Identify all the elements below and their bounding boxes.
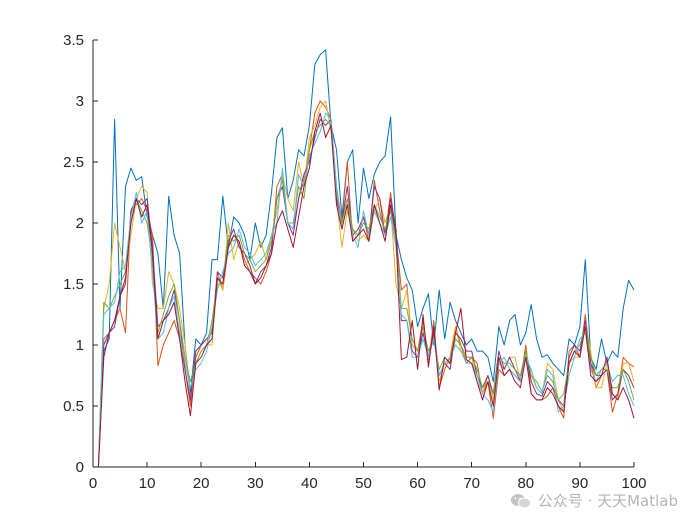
y-tick-label: 1 [76,337,84,354]
watermark: 公众号 · 天天Matlab [510,490,678,511]
x-tick-label: 10 [139,475,156,492]
series-line-2 [97,100,635,468]
x-tick-label: 0 [89,475,97,492]
watermark-text: 公众号 · 天天Matlab [537,492,678,510]
y-tick-label: 3 [76,93,84,110]
wechat-icon [510,493,531,508]
series-layer [97,49,635,468]
axes-layer [92,40,634,468]
x-tick-label: 80 [517,475,534,492]
series-line-3 [97,100,635,468]
series-line-1 [97,49,635,468]
y-tick-label: 1.5 [63,276,84,293]
y-tick-label: 3.5 [63,32,84,49]
x-tick-label: 50 [355,475,372,492]
x-tick-label: 60 [409,475,426,492]
y-tick-label: 2 [76,215,84,232]
y-tick-label: 0.5 [63,398,84,415]
x-tick-label: 20 [193,475,210,492]
x-tick-label: 90 [572,475,589,492]
series-line-7 [97,112,635,468]
series-line-5 [97,118,635,468]
series-line-4 [97,118,635,468]
x-tick-label: 30 [247,475,264,492]
x-tick-label: 100 [621,475,646,492]
x-tick-label: 70 [463,475,480,492]
ticks-layer: 0 10 20 30 40 50 60 70 80 90 100 0 0.5 1 1.5 2 2.5 3 3.5 [63,32,646,492]
y-tick-label: 0 [76,459,84,476]
series-line-6 [97,112,635,468]
x-tick-label: 40 [301,475,318,492]
y-tick-label: 2.5 [63,154,84,171]
